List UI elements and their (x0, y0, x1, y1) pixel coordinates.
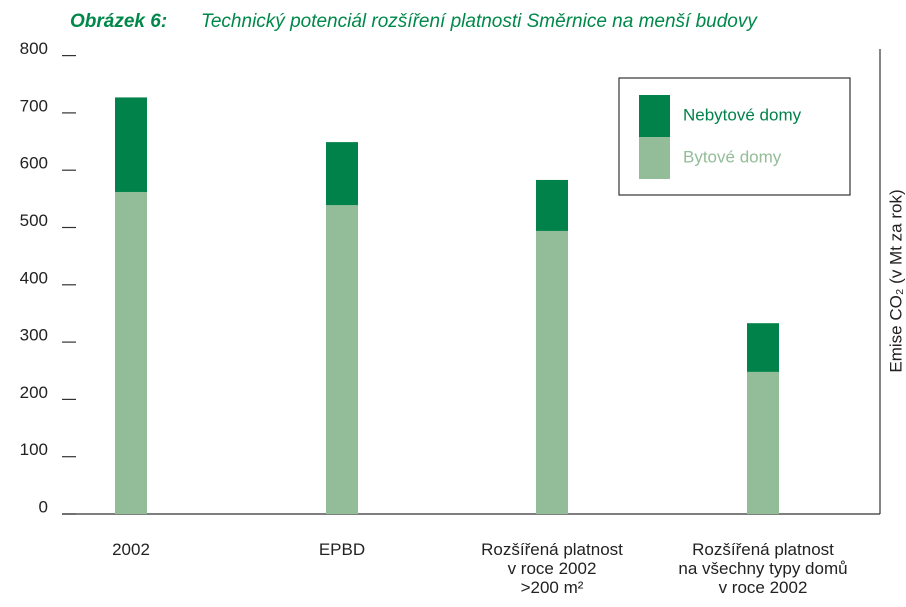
bar-segment (115, 191, 147, 514)
legend-swatch (639, 137, 670, 179)
bar-segment (326, 142, 358, 206)
legend-label: Bytové domy (683, 147, 782, 166)
x-tick-label: Rozšířená platnost na všechny typy domů … (678, 540, 848, 597)
legend-swatch (639, 95, 670, 137)
y-tick-label: 100 (20, 440, 48, 459)
bar-segment (326, 205, 358, 514)
bar-segment (747, 323, 779, 372)
y-tick-label: 500 (20, 211, 48, 230)
title-prefix: Obrázek 6: (70, 11, 167, 32)
bar-segment (536, 179, 568, 231)
y-tick-label: 200 (20, 383, 48, 402)
y-axis-label: Emise CO₂ (v Mt za rok) (886, 189, 905, 372)
bar-segment (747, 371, 779, 514)
bar-segment (115, 97, 147, 192)
y-tick-label: 800 (20, 39, 48, 58)
y-tick-label: 600 (20, 154, 48, 173)
x-tick-label: 2002 (112, 540, 150, 559)
legend-label: Nebytové domy (683, 105, 802, 124)
x-tick-label: EPBD (318, 540, 366, 559)
y-tick-label: 300 (20, 326, 48, 345)
chart-title: Technický potenciál rozšíření platnosti … (201, 11, 758, 32)
y-tick-label: 400 (20, 268, 48, 287)
bar-segment (536, 230, 568, 515)
x-tick-label: Rozšířená platnost v roce 2002 >200 m² (481, 540, 623, 597)
y-tick-label: 0 (39, 497, 48, 516)
y-tick-label: 700 (20, 96, 48, 115)
